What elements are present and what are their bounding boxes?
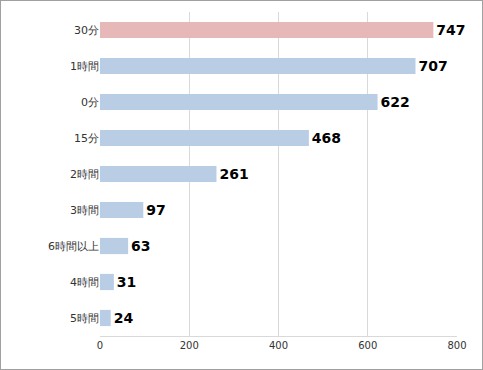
svg-text:747: 747 <box>436 22 465 38</box>
svg-text:24: 24 <box>114 310 134 326</box>
svg-text:0: 0 <box>97 340 103 351</box>
svg-text:800: 800 <box>447 340 466 351</box>
svg-text:707: 707 <box>419 58 448 74</box>
svg-text:400: 400 <box>269 340 288 351</box>
svg-text:2時間: 2時間 <box>70 168 99 181</box>
svg-text:622: 622 <box>381 94 410 110</box>
svg-text:261: 261 <box>219 166 248 182</box>
svg-text:6時間以上: 6時間以上 <box>48 240 99 253</box>
svg-text:97: 97 <box>146 202 165 218</box>
svg-text:4時間: 4時間 <box>70 276 99 289</box>
svg-text:200: 200 <box>180 340 199 351</box>
svg-text:63: 63 <box>131 238 150 254</box>
svg-text:31: 31 <box>117 274 136 290</box>
svg-text:5時間: 5時間 <box>70 312 99 325</box>
svg-text:1時間: 1時間 <box>70 60 99 73</box>
svg-text:600: 600 <box>358 340 377 351</box>
svg-text:30分: 30分 <box>74 24 99 37</box>
svg-text:468: 468 <box>312 130 341 146</box>
svg-text:15分: 15分 <box>74 132 99 145</box>
svg-text:3時間: 3時間 <box>70 204 99 217</box>
svg-text:0分: 0分 <box>81 96 99 109</box>
